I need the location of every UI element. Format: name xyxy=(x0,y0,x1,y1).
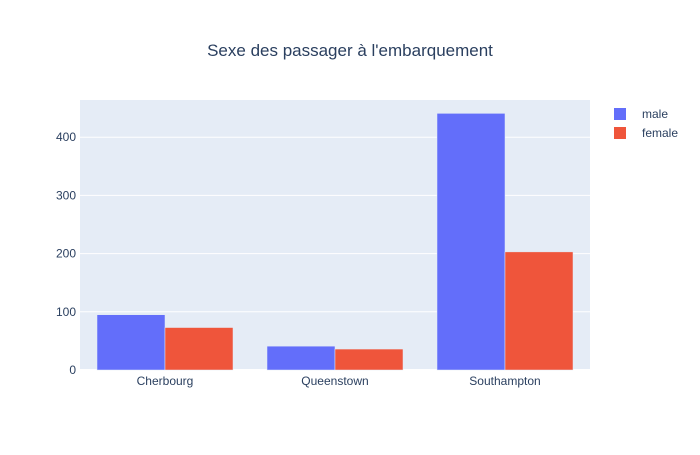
legend-label: male xyxy=(642,107,668,121)
x-tick-label: Queenstown xyxy=(301,374,368,388)
y-tick-label: 400 xyxy=(56,130,76,144)
bar-male-southampton[interactable] xyxy=(436,113,506,371)
y-axis: 0 100 200 300 400 xyxy=(56,130,76,377)
y-tick-label: 0 xyxy=(69,363,76,377)
chart-title: Sexe des passager à l'embarquement xyxy=(207,41,493,60)
bar-female-queenstown[interactable] xyxy=(334,348,404,371)
x-tick-label: Southampton xyxy=(469,374,540,388)
x-axis: Cherbourg Queenstown Southampton xyxy=(137,374,541,388)
bar-female-southampton[interactable] xyxy=(504,251,574,371)
legend-item-female[interactable]: female xyxy=(614,126,678,140)
legend-label: female xyxy=(642,126,678,140)
bars xyxy=(96,113,574,371)
y-tick-label: 300 xyxy=(56,188,76,202)
legend-swatch xyxy=(614,127,626,139)
legend[interactable]: male female xyxy=(614,107,678,140)
legend-swatch xyxy=(614,108,626,120)
bar-female-cherbourg[interactable] xyxy=(164,327,234,371)
bar-male-queenstown[interactable] xyxy=(266,345,336,371)
x-tick-label: Cherbourg xyxy=(137,374,194,388)
bar-male-cherbourg[interactable] xyxy=(96,314,166,371)
y-tick-label: 100 xyxy=(56,305,76,319)
legend-item-male[interactable]: male xyxy=(614,107,668,121)
y-tick-label: 200 xyxy=(56,247,76,261)
